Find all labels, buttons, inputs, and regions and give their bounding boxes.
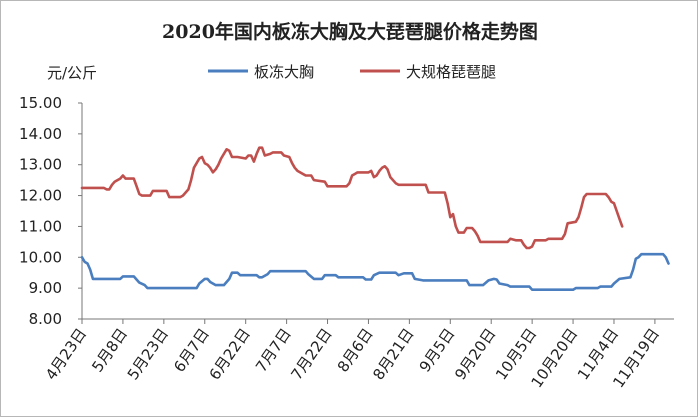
y-axis-unit-label: 元/公斤 bbox=[47, 64, 97, 82]
x-tick-label: 4月23日 bbox=[42, 325, 90, 383]
series-layer bbox=[80, 146, 670, 292]
y-tick-label: 11.00 bbox=[19, 217, 62, 235]
x-tick-label: 8月21日 bbox=[369, 325, 417, 383]
x-tick-label: 7月7日 bbox=[252, 325, 295, 376]
x-axis: 4月23日5月8日5月23日6月7日6月22日7月7日7月22日8月6日8月21… bbox=[42, 318, 674, 391]
series-line-breast bbox=[80, 252, 670, 292]
y-axis: 8.00 9.00 10.00 11.00 12.00 13.00 14.00 15.00 bbox=[19, 94, 83, 328]
legend-label-breast: 板冻大胸 bbox=[254, 63, 314, 81]
x-tick-label: 6月22日 bbox=[206, 325, 254, 383]
y-tick-label: 9.00 bbox=[29, 279, 62, 297]
y-tick-label: 12.00 bbox=[19, 187, 62, 205]
legend: 板冻大胸 大规格琵琶腿 bbox=[208, 63, 496, 81]
y-tick-label: 13.00 bbox=[19, 156, 62, 174]
y-tick-label: 15.00 bbox=[19, 94, 62, 112]
x-tick-label: 9月5日 bbox=[416, 325, 459, 376]
legend-label-drumstick: 大规格琵琶腿 bbox=[406, 63, 496, 81]
x-tick-label: 5月23日 bbox=[124, 325, 172, 383]
series-line-drumstick bbox=[80, 146, 624, 250]
x-tick-label: 8月6日 bbox=[334, 325, 377, 376]
chart-title: 2020年国内板冻大胸及大琵琶腿价格走势图 bbox=[162, 20, 538, 43]
x-tick-label: 6月7日 bbox=[170, 325, 213, 376]
y-tick-label: 10.00 bbox=[19, 248, 62, 266]
x-tick-label: 5月8日 bbox=[88, 325, 131, 376]
x-tick-label: 7月22日 bbox=[287, 325, 335, 383]
y-tick-label: 14.00 bbox=[19, 125, 62, 143]
y-tick-label: 8.00 bbox=[29, 310, 62, 328]
x-tick-label: 9月20日 bbox=[451, 325, 499, 383]
